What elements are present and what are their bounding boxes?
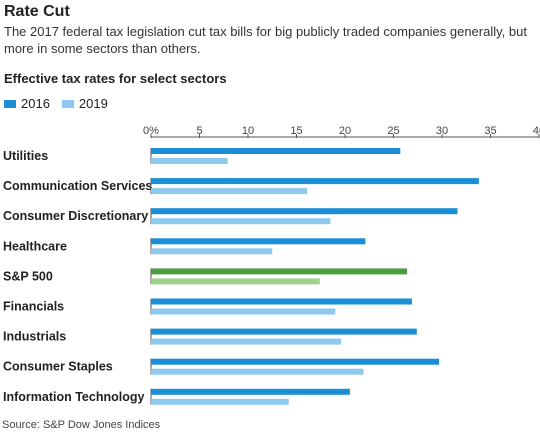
x-tick-label: 10	[242, 125, 254, 137]
bar-2016	[151, 238, 366, 245]
x-tick-label: 20	[339, 125, 351, 137]
bar-2019	[151, 218, 331, 225]
chart-heading: Effective tax rates for select sectors	[4, 71, 227, 86]
bar-2016	[151, 148, 401, 154]
category-label: Financials	[3, 300, 64, 314]
category-label: Information Technology	[3, 390, 144, 404]
legend-label-2016: 2016	[21, 96, 50, 111]
x-tick-label: 35	[484, 125, 496, 137]
category-label: S&P 500	[3, 269, 53, 283]
bar-2019	[151, 158, 228, 164]
bar-2019	[151, 368, 364, 375]
bar-2016	[151, 268, 408, 275]
bar-2019	[151, 338, 342, 345]
bar-2019	[151, 188, 308, 195]
bar-2016	[151, 328, 417, 335]
legend: 2016 2019	[4, 96, 120, 111]
x-tick-label: 5	[196, 125, 202, 137]
x-tick-label: 25	[387, 125, 399, 137]
category-label: Healthcare	[3, 239, 67, 253]
category-label: Utilities	[3, 149, 48, 163]
bar-2019	[151, 398, 289, 405]
bar-2016	[151, 298, 412, 305]
chart-title-main: Rate Cut	[4, 3, 70, 20]
bar-2019	[151, 248, 273, 255]
category-label: Industrials	[3, 330, 66, 344]
bar-2016	[151, 358, 440, 365]
category-label: Consumer Discretionary	[3, 209, 148, 223]
bar-2016	[151, 178, 479, 185]
x-tick-label: 0%	[143, 125, 159, 137]
bar-2016	[151, 388, 350, 395]
legend-item-2016: 2016	[4, 96, 50, 111]
bar-2019	[151, 278, 320, 285]
chart-subtitle: The 2017 federal tax legislation cut tax…	[4, 24, 527, 56]
x-tick-label: 15	[290, 125, 302, 137]
x-tick-label: 30	[436, 125, 448, 137]
legend-swatch-2019	[61, 99, 74, 108]
source-note: Source: S&P Dow Jones Indices	[2, 419, 161, 431]
legend-item-2019: 2019	[61, 96, 108, 111]
bar-2019	[151, 308, 336, 315]
legend-swatch-2016	[4, 99, 16, 108]
legend-label-2019: 2019	[78, 96, 108, 111]
x-tick-label: 40	[533, 125, 540, 137]
category-label: Communication Services	[3, 179, 152, 193]
category-label: Consumer Staples	[3, 360, 113, 374]
bar-2016	[151, 208, 458, 215]
